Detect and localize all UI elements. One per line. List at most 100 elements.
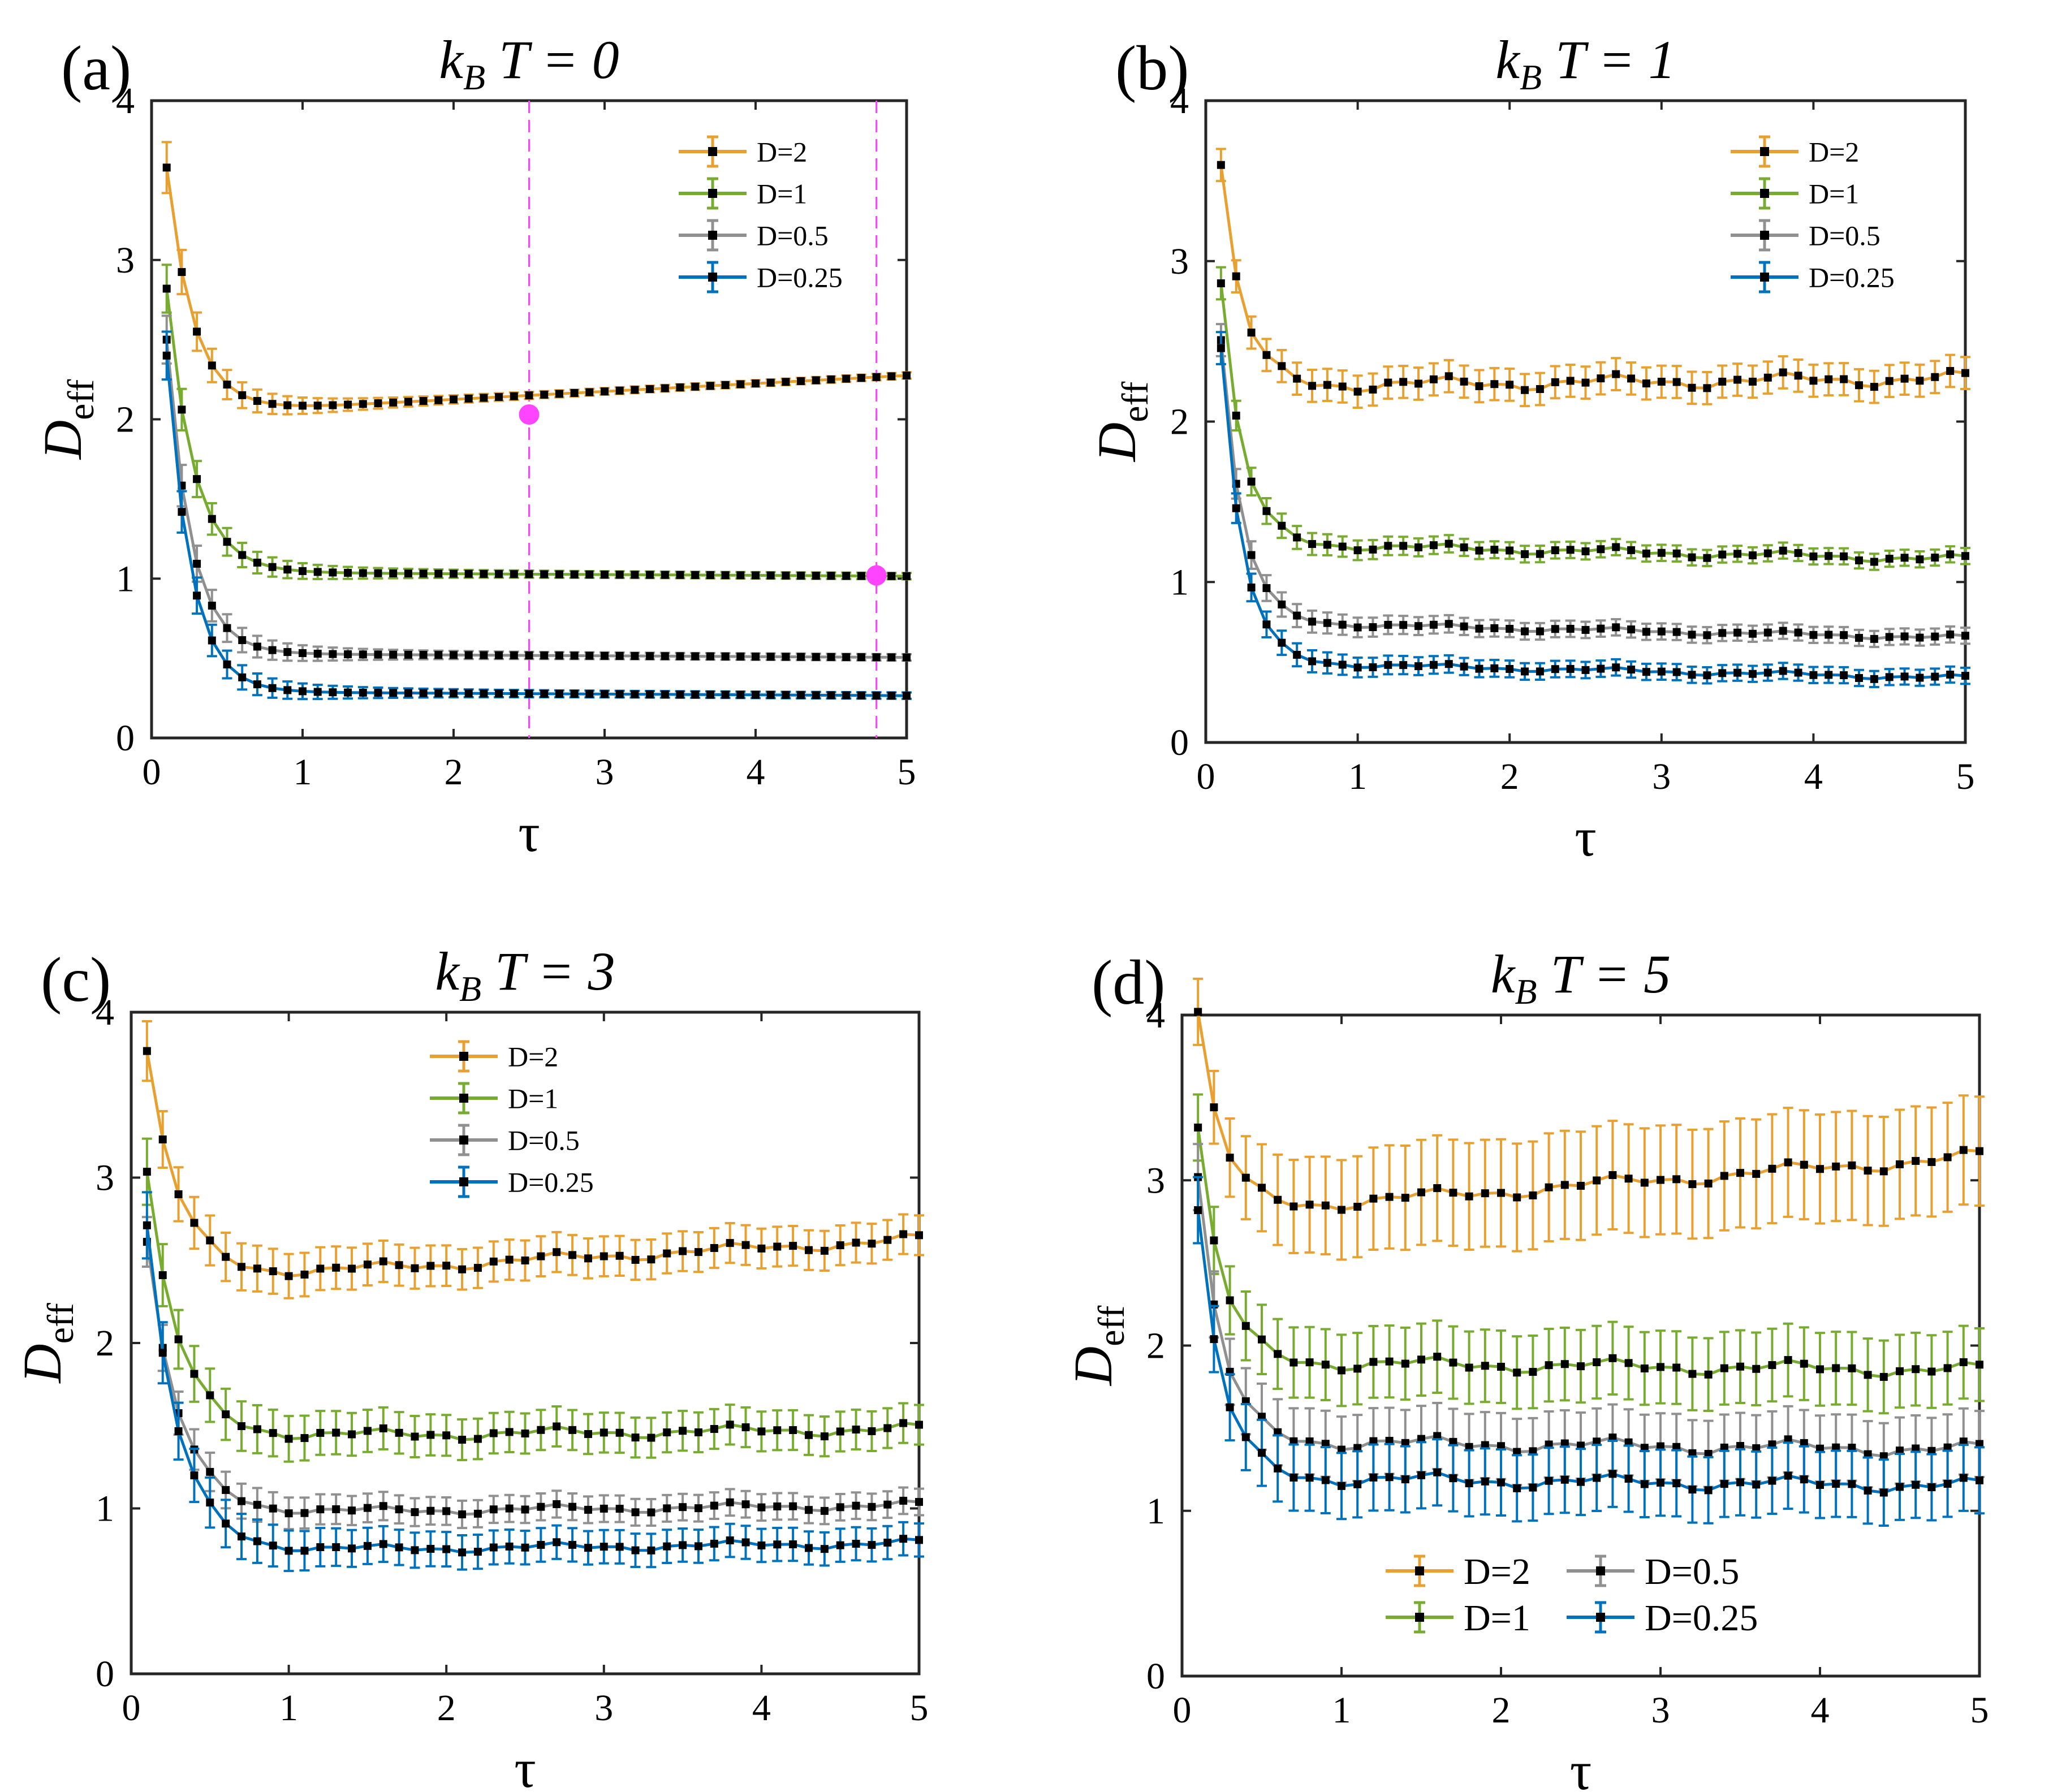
data-point [1976,1476,1983,1484]
data-point [1444,620,1453,628]
data-point [1848,1364,1856,1372]
data-point [1262,584,1271,592]
data-point [706,652,714,660]
data-point [887,653,896,662]
legend-entry: D=2 [1386,1551,1530,1592]
data-point [269,1541,277,1550]
data-point [450,651,458,659]
data-point [1490,380,1499,388]
data-point [525,651,533,660]
data-point [1429,660,1438,669]
data-point [489,1505,498,1514]
data-point [1597,545,1605,554]
x-tick-label: 2 [1500,756,1519,797]
data-point [1779,667,1787,675]
data-point [404,398,412,406]
data-point [1825,552,1833,560]
data-point [1481,1441,1489,1449]
data-point [736,690,745,699]
data-point [1384,660,1392,669]
data-point [631,1255,640,1264]
data-point [1946,631,1955,639]
data-point [752,379,760,388]
series-D-1 [1215,266,1970,571]
y-tick-label: 4 [1170,80,1189,122]
data-point [174,1335,183,1344]
data-point [1800,1475,1808,1484]
data-point [1289,1202,1298,1211]
data-point [1916,673,1924,682]
data-point [1688,1449,1697,1457]
data-point [540,390,549,399]
data-point [789,1426,797,1435]
data-point [868,1541,876,1549]
series-D-0_25 [141,1191,924,1573]
y-tick-label: 1 [96,1488,114,1530]
legend-entry: D=1 [679,177,807,210]
x-tick-label: 4 [752,1687,771,1729]
data-point [1465,1479,1473,1488]
data-point [736,653,745,661]
data-point [883,1538,892,1547]
data-point [1323,659,1331,667]
data-point [1262,507,1271,515]
data-point [1784,1356,1792,1364]
data-point [344,400,352,409]
data-point [1864,1371,1872,1379]
data-point [915,1420,923,1429]
data-point [1353,663,1362,672]
data-point [379,1540,387,1548]
title-k: k [435,941,460,1001]
data-point [316,1505,325,1514]
data-point [1748,551,1757,560]
x-axis-label: τ [514,1738,536,1792]
legend-swatch-marker [708,273,717,282]
legend-label: D=2 [757,136,807,168]
data-point [222,1486,230,1494]
data-point [553,1422,561,1431]
x-tick-label: 1 [294,752,312,793]
legend-label: D=0.5 [1809,220,1881,252]
data-point [899,1230,908,1238]
data-point [1927,1367,1936,1376]
data-point [1460,543,1468,551]
data-point [1475,382,1483,390]
panel-label: (d) [1092,948,1166,1018]
data-point [1513,1448,1521,1456]
data-point [601,651,609,660]
data-point [1475,664,1483,673]
data-point [1794,372,1802,380]
data-point [812,691,820,699]
data-point [1784,1435,1792,1444]
data-point [300,1434,309,1443]
data-point [540,570,549,578]
data-point [694,1542,702,1551]
data-point [313,401,322,410]
data-point [434,569,443,578]
panel-label: (c) [41,945,111,1015]
legend-entry: D=0.5 [1731,219,1881,252]
legend-swatch-marker [459,1135,468,1145]
data-point [852,1539,860,1548]
data-point [404,569,412,578]
data-point [344,688,352,697]
data-point [426,1262,435,1270]
data-point [1927,1446,1936,1455]
data-point [284,1547,293,1555]
data-point [1879,1488,1888,1497]
data-point [253,558,261,567]
data-point [1720,1364,1728,1372]
data-point [348,1506,356,1515]
data-point [1763,668,1772,677]
data-point [1642,668,1650,676]
data-point [1247,583,1256,591]
data-point [1449,1358,1457,1367]
data-point [426,1506,435,1515]
legend-label: D=0.5 [508,1125,580,1156]
data-point [836,1427,844,1436]
series-line [145,1241,920,1516]
data-point [691,382,700,391]
data-point [568,1251,577,1259]
data-point [710,1539,718,1548]
series-D-0_25 [1215,331,1970,689]
